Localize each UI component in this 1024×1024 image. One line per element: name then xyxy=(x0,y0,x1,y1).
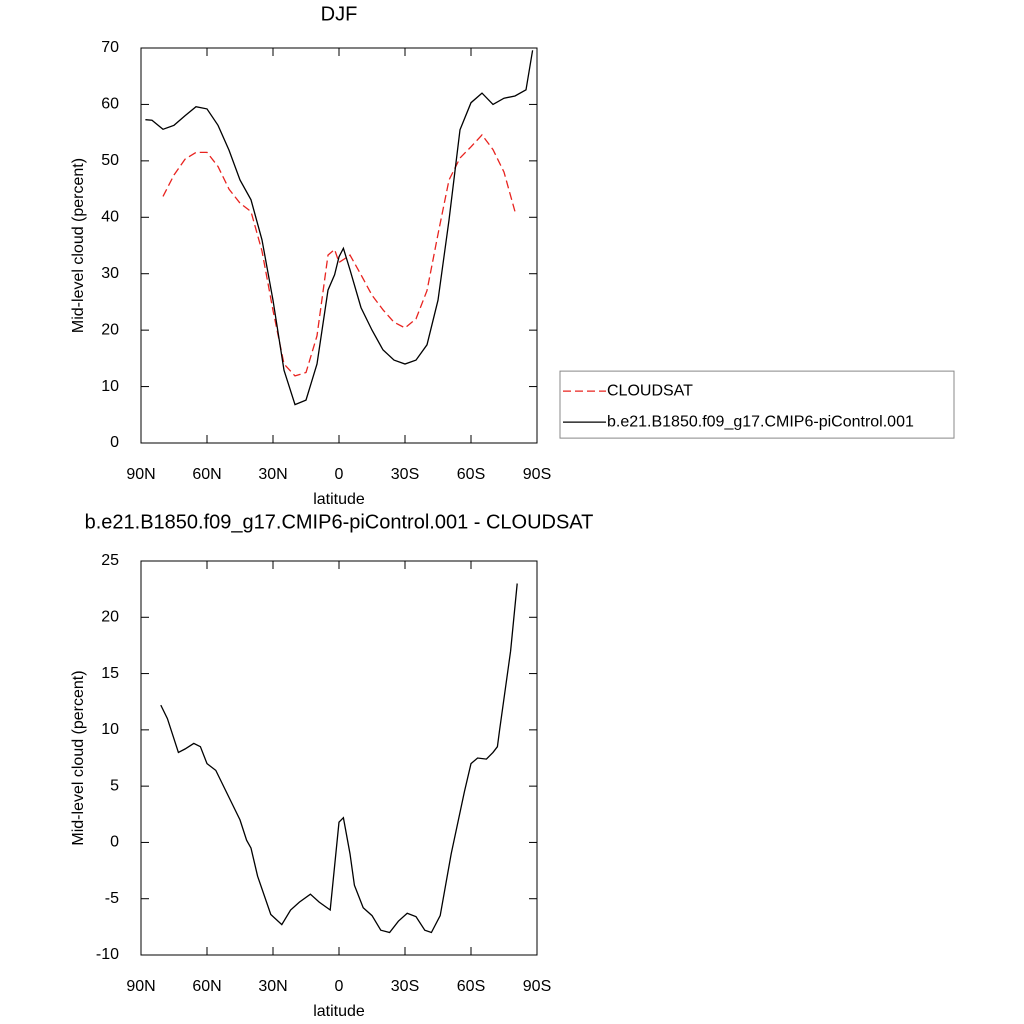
y-tick-label: 10 xyxy=(101,721,119,738)
x-tick-label: 30N xyxy=(258,466,287,483)
series-line xyxy=(160,583,518,934)
x-axis-label: latitude xyxy=(313,1003,365,1020)
y-tick-label: 50 xyxy=(101,152,119,169)
y-axis-label: Mid-level cloud (percent) xyxy=(70,158,87,333)
y-tick-label: 5 xyxy=(110,777,119,794)
y-tick-label: 20 xyxy=(101,321,119,338)
x-tick-label: 0 xyxy=(335,978,344,995)
y-tick-label: 0 xyxy=(110,434,119,451)
y-tick-label: 60 xyxy=(101,96,119,113)
x-tick-label: 90N xyxy=(126,466,155,483)
x-tick-label: 60N xyxy=(192,466,221,483)
chart-title: b.e21.B1850.f09_g17.CMIP6-piControl.001 … xyxy=(85,511,594,533)
legend-box xyxy=(559,370,955,439)
x-tick-label: 30N xyxy=(258,978,287,995)
x-tick-label: 90N xyxy=(126,978,155,995)
plot-frame xyxy=(140,560,538,956)
series-line xyxy=(145,50,534,406)
y-tick-label: 40 xyxy=(101,209,119,226)
y-tick-label: 20 xyxy=(101,609,119,626)
x-tick-label: 60N xyxy=(192,978,221,995)
x-tick-label: 90S xyxy=(523,466,551,483)
plot-frame xyxy=(140,47,538,444)
chart-title: DJF xyxy=(321,3,358,25)
y-tick-label: 25 xyxy=(101,552,119,569)
series-line xyxy=(162,133,516,377)
y-tick-label: 30 xyxy=(101,265,119,282)
x-tick-label: 30S xyxy=(391,978,419,995)
y-tick-label: 70 xyxy=(101,39,119,56)
y-tick-label: 15 xyxy=(101,665,119,682)
x-tick-label: 30S xyxy=(391,466,419,483)
x-tick-label: 0 xyxy=(335,466,344,483)
y-tick-label: -10 xyxy=(96,946,119,963)
x-tick-label: 60S xyxy=(457,466,485,483)
x-tick-label: 90S xyxy=(523,978,551,995)
y-tick-label: 10 xyxy=(101,378,119,395)
y-axis-label: Mid-level cloud (percent) xyxy=(70,670,87,845)
legend-label: CLOUDSAT xyxy=(607,382,693,399)
x-tick-label: 60S xyxy=(457,978,485,995)
y-tick-label: -5 xyxy=(105,890,119,907)
y-tick-label: 0 xyxy=(110,834,119,851)
legend-label: b.e21.B1850.f09_g17.CMIP6-piControl.001 xyxy=(607,413,914,430)
x-axis-label: latitude xyxy=(313,491,365,508)
